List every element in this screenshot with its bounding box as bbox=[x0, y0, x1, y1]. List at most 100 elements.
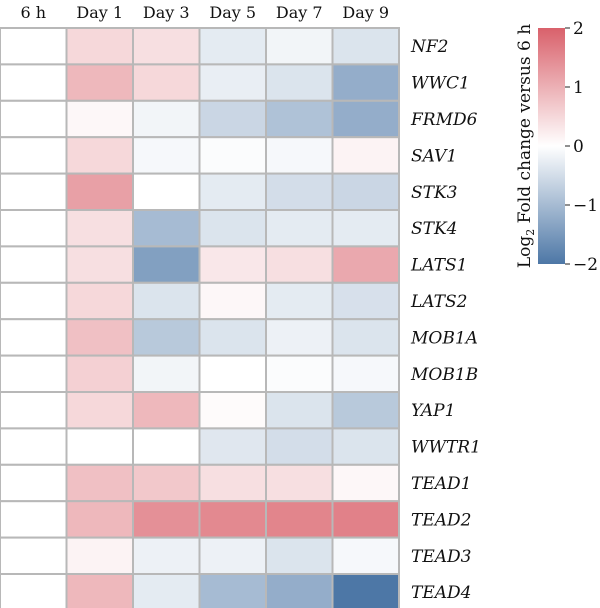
heatmap-cell bbox=[198, 63, 267, 102]
row-label: NF2 bbox=[410, 37, 449, 57]
heatmap-cell bbox=[65, 500, 134, 539]
heatmap-cell bbox=[265, 391, 334, 430]
row-label: TEAD2 bbox=[411, 510, 471, 530]
heatmap-cell bbox=[132, 245, 201, 284]
heatmap-cell bbox=[265, 136, 334, 175]
heatmap-cell bbox=[0, 354, 68, 394]
column-label: 6 h bbox=[20, 3, 46, 22]
color-legend: 2 1 0 −1 −2 Log2 Fold change versus 6 h bbox=[515, 19, 598, 275]
row-label: STK3 bbox=[411, 183, 458, 203]
heatmap-cell bbox=[65, 318, 134, 357]
heatmap-cell bbox=[198, 318, 267, 357]
heatmap-cell bbox=[65, 427, 134, 466]
heatmap-cell bbox=[65, 172, 134, 212]
heatmap-cell bbox=[132, 536, 201, 575]
heatmap-cell bbox=[0, 536, 68, 575]
row-label: LATS2 bbox=[410, 292, 467, 312]
scale-tick-label: −1 bbox=[573, 196, 598, 216]
heatmap-cell bbox=[65, 391, 134, 430]
heatmap-cell bbox=[65, 354, 134, 394]
row-label: MOB1B bbox=[410, 365, 478, 385]
heatmap-cell bbox=[331, 99, 400, 139]
column-label: Day 9 bbox=[342, 3, 389, 22]
heatmap-cell bbox=[331, 63, 400, 102]
row-label: SAV1 bbox=[411, 146, 457, 166]
heatmap-cell bbox=[65, 27, 134, 66]
heatmap-cell bbox=[265, 99, 334, 139]
heatmap-cell bbox=[198, 136, 267, 175]
scale-tick-label: −2 bbox=[573, 255, 598, 275]
heatmap-cell bbox=[132, 99, 201, 139]
heatmap-cell bbox=[132, 63, 201, 102]
heatmap-cell bbox=[265, 245, 334, 284]
heatmap-cell bbox=[265, 318, 334, 357]
heatmap-cell bbox=[65, 281, 134, 321]
heatmap-cell bbox=[265, 427, 334, 466]
heatmap-cell bbox=[65, 99, 134, 139]
heatmap-cell bbox=[65, 136, 134, 175]
row-label: LATS1 bbox=[410, 256, 467, 276]
heatmap-cell bbox=[132, 172, 201, 212]
row-label: MOB1A bbox=[410, 328, 478, 348]
heatmap-cell bbox=[0, 318, 68, 357]
heatmap-cell bbox=[198, 500, 267, 539]
heatmap-cell bbox=[0, 463, 68, 503]
heatmap-cell bbox=[0, 99, 68, 139]
heatmap-cell bbox=[331, 427, 400, 466]
heatmap-cell bbox=[132, 354, 201, 394]
row-label: YAP1 bbox=[411, 401, 455, 421]
heatmap-cell bbox=[0, 172, 68, 212]
heatmap-cell bbox=[0, 500, 68, 539]
heatmap-cell bbox=[265, 354, 334, 394]
heatmap-cell bbox=[331, 281, 400, 321]
heatmap-cell bbox=[132, 391, 201, 430]
heatmap-cell bbox=[331, 172, 400, 212]
heatmap-cell bbox=[198, 354, 267, 394]
heatmap-cell bbox=[0, 427, 68, 466]
heatmap-cell bbox=[132, 427, 201, 466]
color-scale-ticks: 2 1 0 −1 −2 bbox=[565, 19, 598, 275]
heatmap-cell bbox=[132, 500, 201, 539]
row-label: FRMD6 bbox=[410, 110, 478, 130]
heatmap-cell bbox=[0, 245, 68, 284]
color-scale-bar bbox=[538, 28, 565, 264]
heatmap-cell bbox=[132, 136, 201, 175]
heatmap-cell bbox=[65, 63, 134, 102]
heatmap-cell bbox=[198, 463, 267, 503]
heatmap-cell bbox=[265, 536, 334, 575]
heatmap-cell bbox=[265, 500, 334, 539]
row-label: TEAD1 bbox=[411, 474, 471, 494]
scale-tick-label: 2 bbox=[573, 19, 584, 39]
heatmap-cell bbox=[198, 99, 267, 139]
heatmap-cell bbox=[331, 209, 400, 248]
heatmap-cell bbox=[331, 391, 400, 430]
heatmap-cell bbox=[65, 573, 134, 608]
heatmap-cells bbox=[0, 27, 400, 608]
heatmap-cell bbox=[0, 391, 68, 430]
heatmap-cell bbox=[331, 245, 400, 284]
heatmap-cell bbox=[0, 281, 68, 321]
heatmap-cell bbox=[265, 573, 334, 608]
heatmap-cell bbox=[265, 172, 334, 212]
heatmap-cell bbox=[265, 63, 334, 102]
heatmap-cell bbox=[331, 318, 400, 357]
heatmap-cell bbox=[65, 245, 134, 284]
heatmap-cell bbox=[132, 318, 201, 357]
heatmap-cell bbox=[265, 281, 334, 321]
heatmap-cell bbox=[132, 27, 201, 66]
heatmap-cell bbox=[331, 463, 400, 503]
heatmap-cell bbox=[198, 172, 267, 212]
row-label: WWTR1 bbox=[411, 438, 481, 458]
heatmap-cell bbox=[0, 63, 68, 102]
heatmap-cell bbox=[265, 209, 334, 248]
column-label: Day 7 bbox=[276, 3, 323, 22]
column-label: Day 1 bbox=[76, 3, 123, 22]
heatmap-cell bbox=[0, 27, 68, 66]
row-label: TEAD3 bbox=[411, 547, 471, 567]
heatmap-cell bbox=[265, 27, 334, 66]
heatmap-cell bbox=[65, 463, 134, 503]
heatmap-cell bbox=[331, 536, 400, 575]
heatmap-cell bbox=[198, 427, 267, 466]
heatmap-cell bbox=[132, 209, 201, 248]
